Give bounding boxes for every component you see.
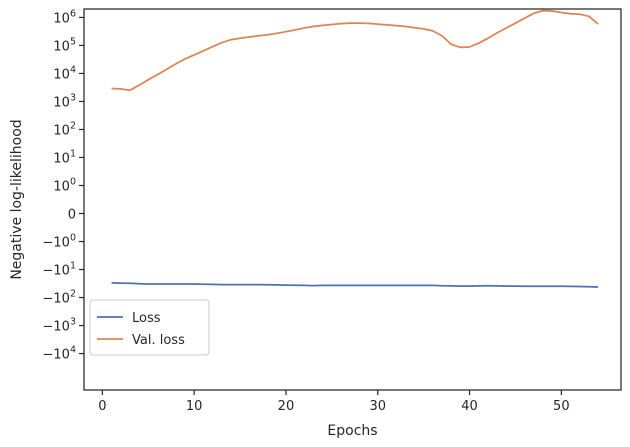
legend-box <box>89 299 210 356</box>
axes-frame <box>83 8 622 391</box>
y-tick-label: −100 <box>43 233 76 251</box>
y-tick-label: 105 <box>53 36 76 54</box>
x-tick-label: 30 <box>369 399 386 414</box>
x-tick-label: 10 <box>186 399 203 414</box>
y-tick-label: −104 <box>43 345 76 363</box>
plot-area <box>111 9 599 288</box>
x-tick-label: 20 <box>278 399 295 414</box>
x-tick-label: 50 <box>553 399 570 414</box>
y-tick-label: 102 <box>53 120 76 138</box>
legend-label-loss: Loss <box>132 311 161 326</box>
y-tick-label: −102 <box>43 289 76 307</box>
series-line-loss <box>111 282 599 288</box>
y-ticks: 106 105 104 103 102 101 100 0 −100 −101 −102 −103 −1… <box>43 8 84 363</box>
y-tick-label: 103 <box>53 92 76 110</box>
y-tick-label: 106 <box>53 8 76 26</box>
y-tick-label: 104 <box>53 64 76 82</box>
x-ticks: 0 10 20 30 40 50 <box>98 390 570 414</box>
x-tick-label: 40 <box>461 399 478 414</box>
legend: Loss Val. loss <box>89 299 210 356</box>
y-tick-label: −103 <box>43 317 76 335</box>
y-tick-label: 100 <box>53 176 76 194</box>
series-layer <box>111 9 599 288</box>
y-tick-label: 0 <box>68 208 76 223</box>
series-line-val-loss <box>111 9 599 92</box>
y-axis-label: Negative log-likelihood <box>9 119 25 279</box>
y-tick-label: 101 <box>53 148 76 166</box>
legend-label-val-loss: Val. loss <box>132 333 185 348</box>
x-tick-label: 0 <box>98 399 106 414</box>
x-axis-label: Epochs <box>327 423 377 439</box>
y-tick-label: −101 <box>43 261 76 279</box>
